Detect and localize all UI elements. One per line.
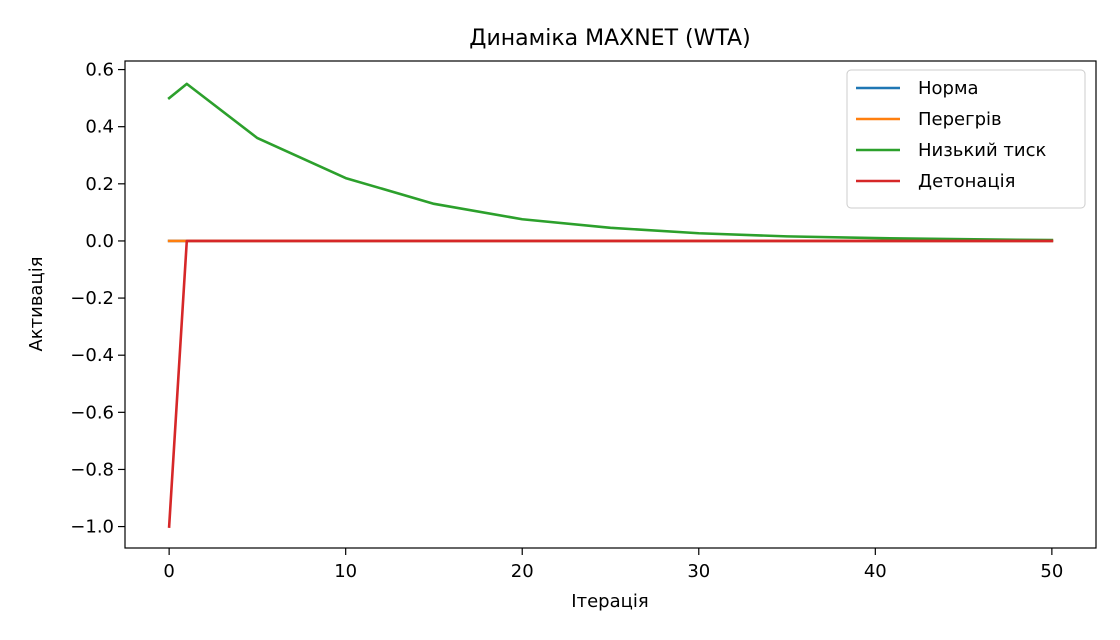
y-axis: −1.0 −0.8 −0.6 −0.4 −0.2 0.0 0.2 0.4 0.6 [70,60,125,538]
x-axis-label: Ітерація [571,591,648,612]
x-tick-label: 40 [864,561,887,582]
y-tick-label: 0.4 [85,117,114,138]
y-tick-label: −1.0 [70,517,114,538]
legend: Норма Перегрів Низький тиск Детонація [846,69,1086,209]
series-line-3 [167,239,1054,528]
legend-label: Детонація [918,171,1016,192]
x-tick-label: 10 [334,561,357,582]
legend-label: Перегрів [918,109,1002,130]
y-tick-label: 0.0 [85,231,114,252]
y-tick-label: −0.2 [70,288,114,309]
series-layer [167,82,1054,528]
x-tick-label: 0 [163,561,174,582]
x-tick-label: 50 [1040,561,1063,582]
y-tick-label: 0.2 [85,174,114,195]
y-tick-label: −0.6 [70,402,114,423]
y-tick-label: −0.8 [70,459,114,480]
plot-frame [124,60,1097,549]
y-axis-label: Активація [26,256,47,351]
x-axis: 0 10 20 30 40 50 [163,548,1063,582]
x-tick-label: 30 [687,561,710,582]
legend-label: Низький тиск [918,140,1046,161]
legend-box [846,69,1086,209]
y-tick-label: −0.4 [70,345,114,366]
chart-title: Динаміка MAXNET (WTA) [469,26,750,51]
series-line-2 [167,82,1054,242]
y-tick-label: 0.6 [85,60,114,81]
x-tick-label: 20 [511,561,534,582]
legend-label: Норма [918,78,979,99]
